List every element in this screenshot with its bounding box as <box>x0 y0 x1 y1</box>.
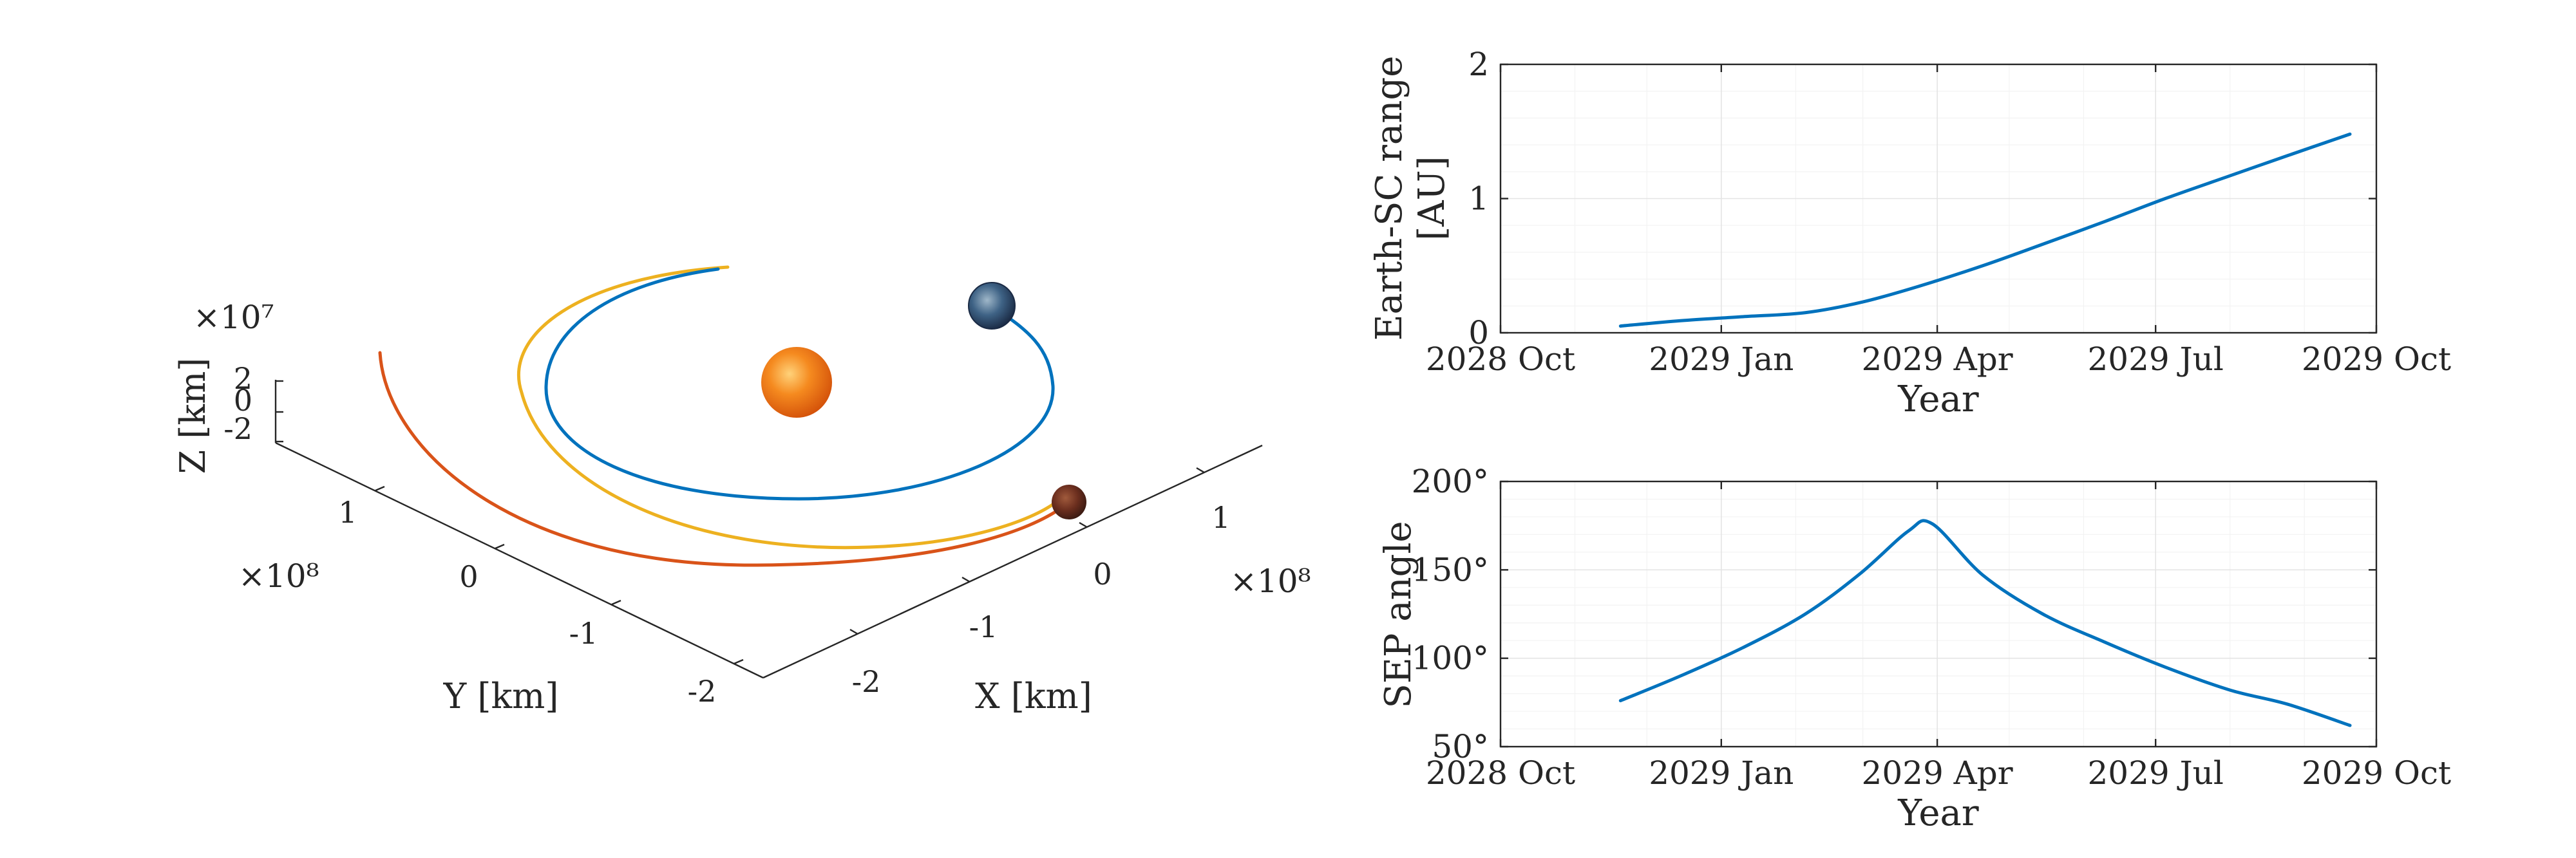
plot-frame <box>1499 480 2378 748</box>
x-tick-label: 2029 Apr <box>1862 340 2013 378</box>
x-exponent-label: ×10⁸ <box>1230 563 1311 600</box>
y-tick <box>375 485 385 492</box>
y-exponent-label: ×10⁸ <box>238 557 319 595</box>
orbit-3d-plot: ×10⁷ 2 0 -2 Z [km] 1 ×10⁸ 0 -1 -2 Y [km]… <box>173 265 1311 716</box>
y-tick-label: -2 <box>688 674 717 709</box>
z-tick-label: 2 <box>234 361 252 396</box>
x-tick <box>1196 467 1205 474</box>
x-tick <box>849 628 858 635</box>
mars-orbit-path <box>378 351 1071 567</box>
y-tick-label: 100° <box>1412 640 1489 677</box>
x-tick-label: -2 <box>852 664 881 699</box>
transfer-trajectory-path <box>517 265 1058 550</box>
z-exponent-label: ×10⁷ <box>193 299 274 336</box>
x-axis-line <box>762 444 1263 679</box>
y-tick-label: 1 <box>1468 180 1489 218</box>
earth-orbit-path <box>544 267 1055 501</box>
x-tick-label: 2029 Oct <box>2302 340 2451 378</box>
x-tick-label: 2029 Jan <box>1649 340 1794 378</box>
x-tick-label: 2029 Oct <box>2302 754 2451 792</box>
y-tick-label: 0 <box>1468 314 1489 351</box>
x-tick-label: 1 <box>1211 500 1230 535</box>
y-tick-label: 2 <box>1468 46 1489 83</box>
y-axis-label: SEP angle <box>1378 521 1419 708</box>
mars-globe-icon <box>1052 485 1086 519</box>
x-tick <box>1079 521 1088 528</box>
series-line-0 <box>1618 519 2352 727</box>
y-axis-line <box>275 442 764 679</box>
y-tick <box>495 543 505 550</box>
x-tick-label: 2029 Jul <box>2088 754 2224 792</box>
z-tick-label: 0 <box>234 383 252 418</box>
y-tick-label: 0 <box>459 559 478 594</box>
x-tick <box>961 576 971 583</box>
z-tick-label: -2 <box>223 411 252 446</box>
sep-angle-plot: 2028 Oct 2029 Jan 2029 Apr 2029 Jul 2029 Oct… <box>1378 463 2451 834</box>
sun-sphere-icon <box>761 347 832 418</box>
x-tick-label: -1 <box>969 610 998 644</box>
y-tick-label: 150° <box>1412 551 1489 588</box>
x-tick-label: 2029 Jul <box>2088 340 2224 378</box>
y-tick-label: 1 <box>338 495 357 530</box>
y-tick <box>734 658 744 665</box>
y-axis-label: Y [km] <box>443 676 559 716</box>
x-tick-label: 0 <box>1093 557 1112 592</box>
y-tick <box>611 599 621 606</box>
y-axis-label-line: Earth-SC range <box>1368 56 1410 341</box>
x-tick-label: 2029 Apr <box>1862 754 2013 792</box>
y-axis-label: Earth-SC range[AU] <box>1368 56 1453 341</box>
x-axis-label: X [km] <box>975 676 1092 716</box>
earth-globe-icon <box>968 282 1016 330</box>
x-axis-label: Year <box>1897 792 1979 834</box>
y-tick-label: 50° <box>1432 728 1489 765</box>
x-tick-label: 2028 Oct <box>1426 340 1575 378</box>
y-tick-label: 200° <box>1412 463 1489 500</box>
earth-sc-range-plot: 2028 Oct 2029 Jan 2029 Apr 2029 Jul 2029 Oct… <box>1368 46 2451 420</box>
x-tick-label: 2028 Oct <box>1426 754 1575 792</box>
series-line-0 <box>1618 132 2352 328</box>
y-axis-label-line: [AU] <box>1411 156 1453 240</box>
x-axis-label: Year <box>1897 378 1979 420</box>
plot-frame <box>1499 63 2378 334</box>
z-axis-label: Z [km] <box>173 358 213 474</box>
y-tick-label: -1 <box>569 616 598 651</box>
x-tick-label: 2029 Jan <box>1649 754 1794 792</box>
